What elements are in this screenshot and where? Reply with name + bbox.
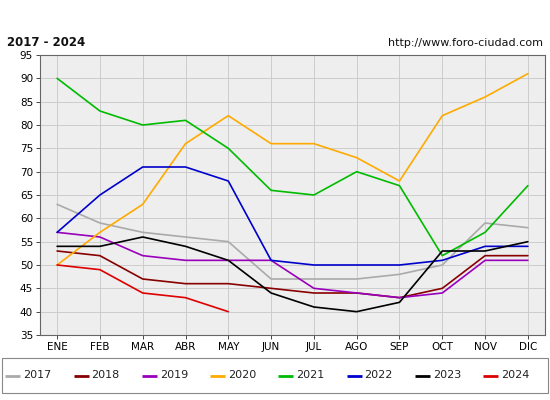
Text: 2019: 2019: [160, 370, 188, 380]
Text: 2017: 2017: [23, 370, 51, 380]
Text: 2018: 2018: [91, 370, 120, 380]
Text: 2020: 2020: [228, 370, 256, 380]
Text: 2023: 2023: [433, 370, 461, 380]
Text: 2024: 2024: [501, 370, 529, 380]
Text: Evolucion del paro registrado en Forallac: Evolucion del paro registrado en Foralla…: [106, 6, 444, 24]
Text: 2021: 2021: [296, 370, 324, 380]
Text: 2017 - 2024: 2017 - 2024: [8, 36, 86, 49]
FancyBboxPatch shape: [2, 358, 548, 393]
Text: http://www.foro-ciudad.com: http://www.foro-ciudad.com: [388, 38, 542, 48]
Text: 2022: 2022: [365, 370, 393, 380]
